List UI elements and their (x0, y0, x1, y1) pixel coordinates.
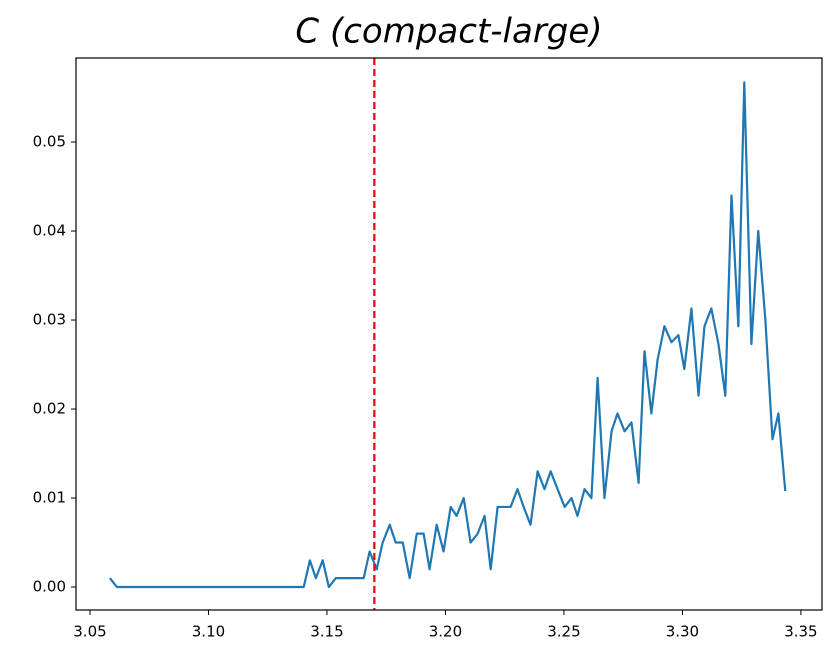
x-tick-label: 3.15 (310, 623, 343, 641)
y-tick-label: 0.05 (33, 133, 66, 151)
y-tick-label: 0.02 (33, 400, 66, 418)
y-tick-label: 0.00 (33, 578, 66, 596)
data-line (109, 81, 787, 589)
x-tick-label: 3.20 (429, 623, 462, 641)
x-tick-label: 3.10 (192, 623, 225, 641)
x-tick-label: 3.05 (73, 623, 106, 641)
x-tick-label: 3.30 (666, 623, 699, 641)
y-tick-label: 0.01 (33, 489, 66, 507)
x-tick-label: 3.35 (784, 623, 817, 641)
plot-frame (75, 57, 823, 611)
y-tick-label: 0.04 (33, 222, 66, 240)
chart-title: C (compact-large) (295, 12, 602, 52)
x-tick-label: 3.25 (547, 623, 580, 641)
y-tick-label: 0.03 (33, 311, 66, 329)
